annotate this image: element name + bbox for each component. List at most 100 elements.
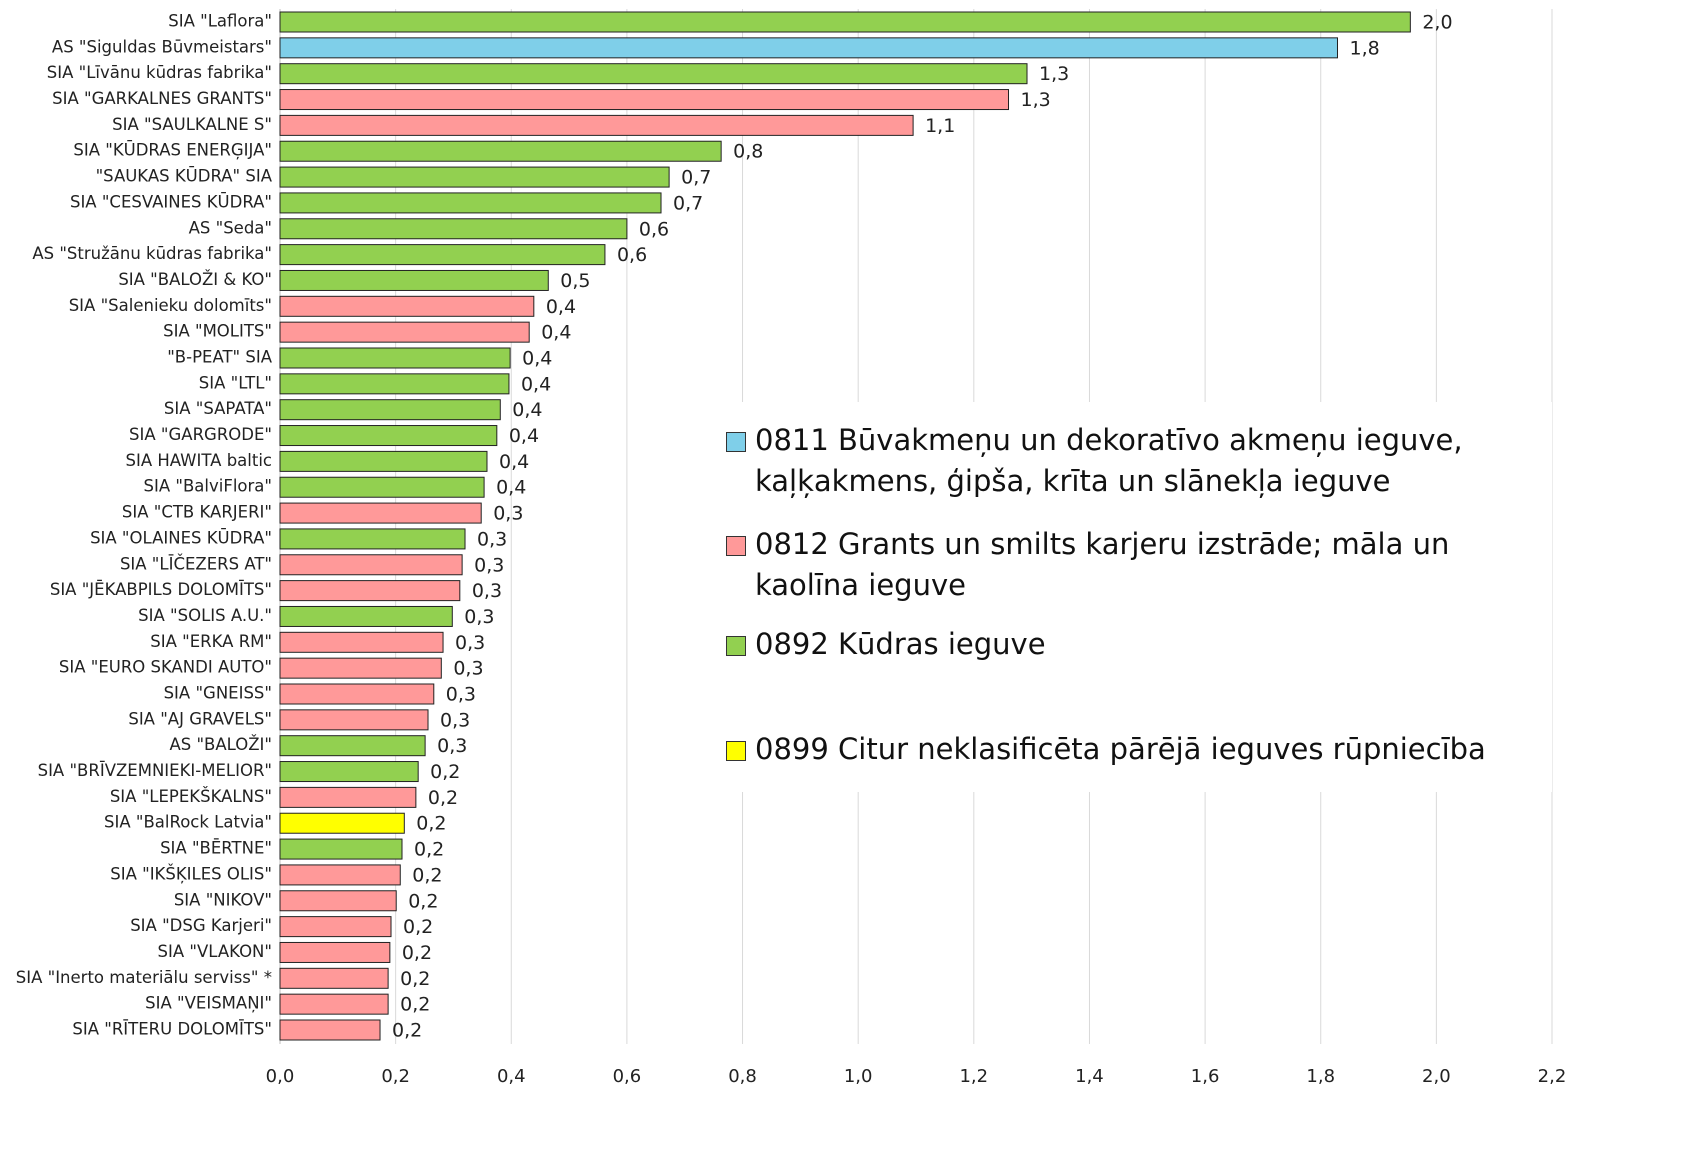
bar xyxy=(279,580,461,602)
bar xyxy=(279,838,403,860)
y-tick-label: SIA "CTB KARJERI" xyxy=(122,503,272,522)
y-tick-label: SIA "VLAKON" xyxy=(158,942,272,961)
y-tick-label: SIA "BalviFlora" xyxy=(144,477,272,496)
value-label: 0,5 xyxy=(560,270,590,292)
value-label: 0,3 xyxy=(453,658,483,680)
value-label: 0,2 xyxy=(428,787,458,809)
x-tick-label: 0,2 xyxy=(381,1066,410,1087)
value-label: 0,2 xyxy=(392,1020,422,1042)
y-tick-label: SIA "BalRock Latvia" xyxy=(104,813,272,832)
bar xyxy=(279,502,482,524)
legend: 0811 Būvakmeņu un dekoratīvo akmeņu iegu… xyxy=(712,402,1552,792)
y-tick-label: SIA "Līvānu kūdras fabrika" xyxy=(47,63,272,82)
legend-swatch xyxy=(726,432,746,452)
value-label: 0,4 xyxy=(512,399,542,421)
x-tick-label: 0,8 xyxy=(728,1066,757,1087)
value-label: 0,3 xyxy=(446,684,476,706)
y-tick-label: SIA "LTL" xyxy=(199,373,272,392)
y-tick-label: AS "BALOŽI" xyxy=(169,735,272,754)
y-tick-label: SIA "SAPATA" xyxy=(164,399,272,418)
bar xyxy=(279,812,405,834)
legend-label: 0892 Kūdras ieguve xyxy=(755,627,1046,661)
x-tick-label: 0,4 xyxy=(497,1066,526,1087)
value-label: 0,4 xyxy=(541,322,571,344)
legend-label: 0811 Būvakmeņu un dekoratīvo akmeņu iegu… xyxy=(755,423,1463,498)
y-tick-label: SIA "IKŠĶILES OLIS" xyxy=(110,864,272,883)
bar xyxy=(279,347,511,369)
x-tick-label: 0,6 xyxy=(613,1066,642,1087)
bar xyxy=(279,114,914,136)
value-label: 0,4 xyxy=(496,477,526,499)
bar xyxy=(279,399,501,421)
value-label: 1,3 xyxy=(1039,63,1069,85)
bar xyxy=(279,425,498,447)
y-tick-label: SIA "RĪTERU DOLOMĪTS" xyxy=(72,1020,272,1039)
bar xyxy=(279,657,442,679)
x-tick-label: 1,0 xyxy=(844,1066,873,1087)
bar xyxy=(279,373,510,395)
bar xyxy=(279,11,1411,33)
bar xyxy=(279,89,1010,111)
y-tick-label: SIA "BRĪVZEMNIEKI-MELIOR" xyxy=(38,761,272,780)
value-label: 0,4 xyxy=(546,296,576,318)
y-tick-label: SIA "SOLIS A.U." xyxy=(138,606,272,625)
bar xyxy=(279,476,485,498)
bar xyxy=(279,605,453,627)
legend-label: 0899 Citur neklasificēta pārējā ieguves … xyxy=(755,732,1486,766)
y-tick-label: SIA "JĒKABPILS DOLOMĪTS" xyxy=(50,580,272,599)
value-label: 0,7 xyxy=(681,167,711,189)
value-label: 0,2 xyxy=(412,864,442,886)
value-label: 0,7 xyxy=(673,192,703,214)
y-tick-label: "B-PEAT" SIA xyxy=(167,348,272,367)
y-tick-label: SIA "GNEISS" xyxy=(164,684,272,703)
y-tick-label: SIA "AJ GRAVELS" xyxy=(128,709,272,728)
value-label: 0,3 xyxy=(455,632,485,654)
y-tick-label: SIA "VEISMAŅI" xyxy=(145,994,272,1013)
bar xyxy=(279,967,389,989)
y-tick-label: SIA "EURO SKANDI AUTO" xyxy=(59,658,272,677)
value-label: 0,6 xyxy=(617,244,647,266)
bar xyxy=(279,321,530,343)
value-label: 0,2 xyxy=(402,942,432,964)
value-label: 0,3 xyxy=(464,606,494,628)
value-label: 0,3 xyxy=(472,580,502,602)
y-tick-label: "SAUKAS KŪDRA" SIA xyxy=(96,167,273,186)
legend-swatch xyxy=(726,536,746,556)
y-tick-label: SIA "OLAINES KŪDRA" xyxy=(90,528,272,547)
y-tick-label: SIA "Salenieku dolomīts" xyxy=(69,296,272,315)
bar xyxy=(279,631,444,653)
bar xyxy=(279,916,392,938)
value-label: 0,2 xyxy=(430,761,460,783)
bar xyxy=(279,761,419,783)
bar xyxy=(279,192,662,214)
y-tick-label: SIA "BALOŽI & KO" xyxy=(118,270,272,289)
y-tick-label: SIA "ERKA RM" xyxy=(150,632,272,651)
x-tick-label: 0,0 xyxy=(266,1066,295,1087)
value-label: 0,2 xyxy=(416,813,446,835)
bar xyxy=(279,683,435,705)
y-tick-label: SIA "Inerto materiālu serviss" * xyxy=(16,968,272,987)
bar xyxy=(279,140,722,162)
bar xyxy=(279,218,628,240)
value-label: 0,2 xyxy=(403,916,433,938)
y-tick-label: SIA "KŪDRAS ENERĢIJA" xyxy=(73,141,272,160)
y-tick-label: AS "Stružānu kūdras fabrika" xyxy=(32,244,272,263)
y-tick-label: SIA "NIKOV" xyxy=(174,890,272,909)
bar xyxy=(279,37,1338,59)
value-label: 0,3 xyxy=(477,528,507,550)
value-label: 0,2 xyxy=(408,890,438,912)
value-label: 1,3 xyxy=(1021,89,1051,111)
legend-label: 0812 Grants un smilts karjeru izstrāde; … xyxy=(755,527,1450,602)
value-label: 0,4 xyxy=(522,348,552,370)
value-label: 0,2 xyxy=(400,994,430,1016)
y-tick-label: SIA "LEPEKŠKALNS" xyxy=(110,787,272,806)
bar xyxy=(279,63,1028,85)
x-tick-label: 1,6 xyxy=(1191,1066,1220,1087)
bar xyxy=(279,890,397,912)
value-label: 1,8 xyxy=(1349,37,1379,59)
y-tick-label: SIA "GARGRODE" xyxy=(129,425,272,444)
x-tick-label: 2,2 xyxy=(1538,1066,1567,1087)
value-label: 0,2 xyxy=(414,839,444,861)
legend-swatch xyxy=(726,741,746,761)
